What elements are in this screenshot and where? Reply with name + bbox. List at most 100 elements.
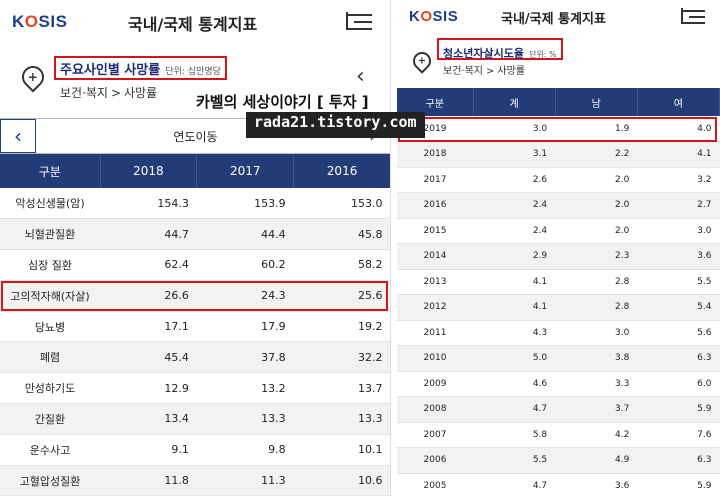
breadcrumb-item[interactable]: 사망률 bbox=[497, 66, 525, 77]
table-row: 2008 4.7 3.7 5.9 bbox=[397, 396, 720, 423]
breadcrumb-item[interactable]: 보건·복지 bbox=[60, 86, 108, 100]
cell-value: 4.9 bbox=[555, 447, 638, 474]
stat-title-box: 주요사인별 사망률 단위: 십만명당 bbox=[54, 56, 227, 80]
prev-period-button[interactable]: ‹ bbox=[0, 119, 36, 153]
row-label: 심장 질환 bbox=[0, 249, 100, 281]
cell-value: 5.8 bbox=[473, 422, 556, 448]
cell-value: 3.0 bbox=[637, 218, 720, 244]
breadcrumb-separator: > bbox=[485, 66, 495, 77]
cell-value: 153.9 bbox=[196, 188, 294, 220]
cell-value: 3.3 bbox=[555, 371, 638, 397]
kosis-logo[interactable]: KOSIS bbox=[12, 12, 68, 31]
row-label: 만성하기도 bbox=[0, 372, 100, 405]
row-label: 고혈압성질환 bbox=[0, 465, 100, 496]
column-header: 2018 bbox=[100, 154, 198, 188]
cell-value: 60.2 bbox=[196, 249, 294, 281]
table-row: 고의적자해(자살) 26.6 24.3 25.6 bbox=[0, 280, 390, 312]
period-label: 연도이동 bbox=[173, 130, 218, 144]
table-row: 심장 질환 62.4 60.2 58.2 bbox=[0, 249, 390, 281]
breadcrumb-item[interactable]: 사망률 bbox=[124, 86, 158, 100]
kosis-logo[interactable]: KOSIS bbox=[409, 8, 459, 25]
table-row: 악성신생물(암) 154.3 153.9 153.0 bbox=[0, 188, 390, 220]
row-label: 악성신생물(암) bbox=[0, 188, 100, 220]
add-favorite-icon[interactable] bbox=[17, 61, 49, 93]
cell-value: 9.1 bbox=[100, 434, 197, 466]
row-label: 운수사고 bbox=[0, 434, 100, 466]
cell-value: 45.8 bbox=[293, 218, 390, 251]
menu-icon[interactable] bbox=[681, 8, 705, 26]
cell-value: 10.1 bbox=[293, 434, 390, 466]
chevron-left-icon[interactable]: ‹ bbox=[356, 64, 365, 89]
right-panel: KOSIS 국내/국제 통계지표 청소년자살시도율 단위: % 보건·복지>사망… bbox=[397, 0, 720, 496]
cell-value: 13.3 bbox=[293, 403, 390, 435]
cell-value: 2.2 bbox=[555, 141, 638, 168]
cell-value: 3.2 bbox=[637, 167, 720, 193]
table-row: 2012 4.1 2.8 5.4 bbox=[397, 294, 720, 321]
cell-value: 4.6 bbox=[473, 371, 556, 397]
menu-icon[interactable] bbox=[346, 12, 372, 32]
table-row: 2013 4.1 2.8 5.5 bbox=[397, 269, 720, 295]
cell-value: 9.8 bbox=[196, 434, 294, 466]
table-row: 2019 3.0 1.9 4.0 bbox=[397, 116, 720, 142]
breadcrumb-separator: > bbox=[110, 86, 122, 100]
cell-value: 58.2 bbox=[293, 249, 390, 281]
cell-value: 1.9 bbox=[555, 116, 638, 142]
left-panel: KOSIS 국내/국제 통계지표 주요사인별 사망률 단위: 십만명당 ‹ 보건… bbox=[0, 0, 391, 496]
stat-unit: 단위: 십만명당 bbox=[165, 67, 221, 77]
cell-value: 11.3 bbox=[196, 465, 294, 496]
cell-value: 3.8 bbox=[555, 345, 638, 372]
cell-value: 2.4 bbox=[473, 218, 556, 244]
breadcrumb-item[interactable]: 보건·복지 bbox=[443, 66, 483, 77]
table-row: 2011 4.3 3.0 5.6 bbox=[397, 320, 720, 346]
cell-value: 3.7 bbox=[555, 396, 638, 423]
cell-value: 4.3 bbox=[473, 320, 556, 346]
cell-value: 4.1 bbox=[473, 269, 556, 295]
stat-title-box: 청소년자살시도율 단위: % bbox=[437, 38, 563, 60]
column-header: 구분 bbox=[397, 88, 474, 116]
cell-value: 62.4 bbox=[100, 249, 197, 281]
table-row: 2015 2.4 2.0 3.0 bbox=[397, 218, 720, 244]
table-row: 고혈압성질환 11.8 11.3 10.6 bbox=[0, 465, 390, 496]
column-header: 구분 bbox=[0, 154, 101, 188]
row-label: 2015 bbox=[397, 218, 473, 244]
watermark-title: 카벨의 세상이야기 [ 투자 ] bbox=[196, 93, 369, 111]
cell-value: 2.0 bbox=[555, 218, 638, 244]
top-bar: KOSIS 국내/국제 통계지표 bbox=[397, 0, 720, 44]
youth-suicide-attempt-table: 구분 계 남 여 2019 3.0 1.9 4.0 2018 3.1 2.2 4.1 2017 2.6 2… bbox=[397, 88, 720, 496]
row-label: 당뇨병 bbox=[0, 311, 100, 343]
cell-value: 25.6 bbox=[293, 280, 390, 312]
breadcrumb: 보건·복지 > 사망률 bbox=[443, 62, 525, 77]
cell-value: 7.6 bbox=[637, 422, 720, 448]
table-header-row: 구분 계 남 여 bbox=[397, 88, 720, 116]
table-row: 2006 5.5 4.9 6.3 bbox=[397, 447, 720, 474]
column-header: 2017 bbox=[196, 154, 295, 188]
cell-value: 13.7 bbox=[293, 372, 390, 405]
add-favorite-icon[interactable] bbox=[409, 48, 435, 74]
table-row: 뇌혈관질환 44.7 44.4 45.8 bbox=[0, 218, 390, 251]
row-label: 2006 bbox=[397, 447, 473, 474]
cell-value: 5.5 bbox=[637, 269, 720, 295]
cell-value: 13.2 bbox=[196, 372, 294, 405]
table-row: 2005 4.7 3.6 5.9 bbox=[397, 473, 720, 496]
cell-value: 2.4 bbox=[473, 192, 556, 219]
row-label: 2014 bbox=[397, 243, 473, 270]
table-row: 2014 2.9 2.3 3.6 bbox=[397, 243, 720, 270]
table-header-row: 구분 2018 2017 2016 bbox=[0, 154, 390, 188]
cell-value: 5.4 bbox=[637, 294, 720, 321]
cell-value: 153.0 bbox=[293, 188, 390, 220]
row-label: 뇌혈관질환 bbox=[0, 218, 100, 251]
table-row: 간질환 13.4 13.3 13.3 bbox=[0, 403, 390, 435]
app-title: 국내/국제 통계지표 bbox=[128, 15, 258, 34]
table-row: 2007 5.8 4.2 7.6 bbox=[397, 422, 720, 448]
cell-value: 32.2 bbox=[293, 341, 390, 374]
cell-value: 2.8 bbox=[555, 294, 638, 321]
row-label: 폐렴 bbox=[0, 341, 100, 374]
cell-value: 5.6 bbox=[637, 320, 720, 346]
cell-value: 2.9 bbox=[473, 243, 556, 270]
row-label: 2016 bbox=[397, 192, 473, 219]
cell-value: 44.4 bbox=[196, 218, 294, 251]
cell-value: 19.2 bbox=[293, 311, 390, 343]
row-label: 2013 bbox=[397, 269, 473, 295]
cell-value: 2.6 bbox=[473, 167, 556, 193]
table-row: 2017 2.6 2.0 3.2 bbox=[397, 167, 720, 193]
